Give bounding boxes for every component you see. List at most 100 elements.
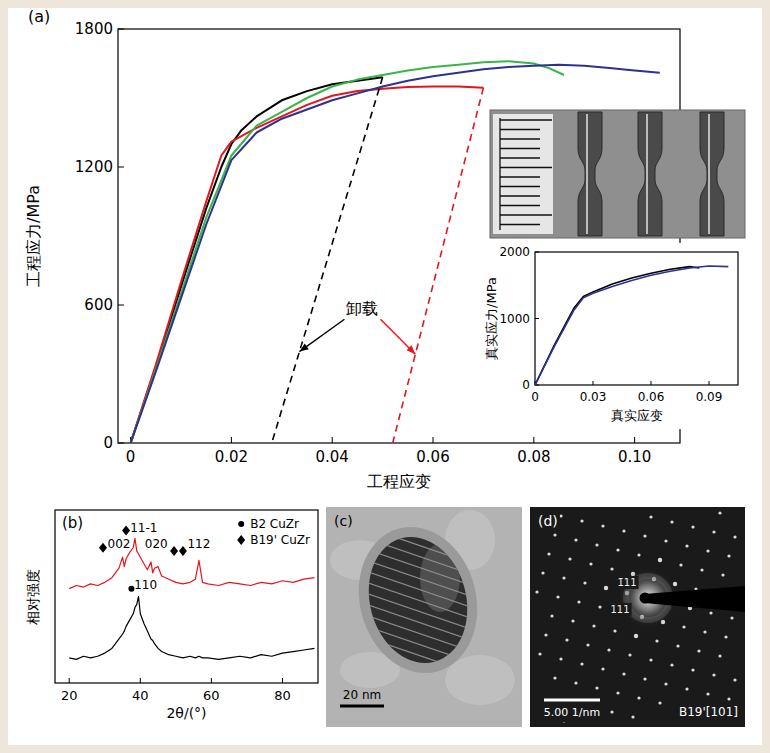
diffraction-spot (598, 605, 601, 608)
y-axis-title: 工程应力/MPa (24, 185, 43, 287)
diffraction-spot (706, 549, 709, 552)
x-tick (140, 678, 141, 683)
diffraction-spot (553, 533, 556, 536)
specimen-highlight (646, 114, 648, 234)
x-tick (282, 678, 283, 683)
twin-stripe (348, 642, 488, 690)
y-tick (535, 252, 539, 253)
ruler-tick (500, 138, 540, 139)
y-tick-label: 1800 (75, 20, 113, 38)
series-line (535, 266, 728, 385)
diffraction-spot (556, 595, 559, 598)
x-tick-label: 80 (274, 688, 291, 703)
x-tick-label: 0.06 (638, 390, 665, 404)
ruler-tick (500, 176, 540, 177)
ruler-tick (500, 129, 540, 130)
data (69, 525, 314, 659)
ruler-tick (500, 195, 540, 196)
diffraction-spot (718, 654, 721, 657)
diffraction-spot (586, 643, 589, 646)
x-tick (231, 437, 232, 443)
diffraction-spot (676, 644, 679, 647)
diffraction-spot (697, 649, 700, 652)
ruler-tick (500, 186, 540, 187)
ruler (493, 114, 553, 234)
diffraction-spot (733, 678, 736, 681)
x-tick-label: 0.03 (580, 390, 607, 404)
x-tick (69, 678, 70, 683)
x-tick-label: 0 (126, 448, 136, 466)
diffraction-spot (559, 657, 562, 660)
diffraction-spot (601, 667, 604, 670)
x-tick (211, 678, 212, 683)
x-tick-label: 0.10 (618, 448, 651, 466)
chart: 204060802θ/(°)相对强度(b)00211-1020112110B2 … (25, 510, 318, 721)
twin-stripe (348, 576, 488, 624)
beam-stopper (644, 586, 745, 612)
diffraction-spot (634, 634, 638, 638)
twin-stripe (348, 565, 488, 613)
diffraction-spot (595, 543, 598, 546)
scale-patch (538, 694, 608, 722)
texture (445, 655, 515, 705)
diffraction-spot (727, 697, 730, 700)
annotation: 110 (134, 578, 157, 592)
spot-label: 1̄11 (617, 577, 636, 588)
diffraction-spot (706, 692, 709, 695)
twin-stripe (348, 598, 488, 646)
marker (170, 546, 178, 556)
diffraction-spot (553, 676, 556, 679)
y-tick (118, 305, 124, 306)
diffraction-spot (700, 568, 703, 571)
diffraction-spot (691, 668, 694, 671)
diffraction-spot (574, 681, 577, 684)
page-frame (0, 0, 770, 753)
beam-stopper-tip (640, 593, 651, 604)
scale-bar-label: 20 nm (343, 688, 381, 702)
zone-axis-label: B19'[101] (679, 705, 738, 719)
diffraction-spot (631, 715, 634, 718)
x-tick-label: 60 (203, 688, 220, 703)
diffraction-spot (670, 520, 673, 523)
y-tick (118, 29, 124, 30)
x-tick (651, 381, 652, 385)
x-tick (533, 437, 534, 443)
diffraction-spot (658, 701, 661, 704)
annotation: 112 (187, 537, 210, 551)
annotation: 020 (145, 537, 168, 551)
diffraction-spot (637, 696, 640, 699)
diffraction-spot (658, 558, 662, 562)
diffraction-spot (550, 614, 553, 617)
diffraction-spot (622, 672, 625, 675)
diffraction-spot (637, 553, 640, 556)
diffraction-spot (616, 691, 619, 694)
series-line (131, 87, 484, 444)
diffraction-spot (712, 530, 715, 533)
diffraction-spot (580, 662, 583, 665)
x-tick (593, 381, 594, 385)
x-tick-label: 20 (61, 688, 78, 703)
text-patch (615, 576, 638, 589)
diffraction-spot (601, 524, 604, 527)
y-axis-title: 真实应力/MPa (484, 277, 499, 360)
ruler-edge (499, 118, 500, 230)
marker (122, 525, 130, 535)
chart: 00.030.060.09010002000真实应变真实应力/MPa (482, 243, 744, 429)
x-tick (332, 437, 333, 443)
y-tick-label: 0 (522, 378, 530, 392)
legend-label: B2 CuZr (250, 517, 299, 531)
particle-rim (343, 514, 493, 687)
y-axis-title: 相对强度 (25, 569, 41, 625)
inset-photo (490, 110, 745, 238)
diffraction-spot (592, 624, 595, 627)
annotation: 002 (108, 537, 131, 551)
diffraction-spot (535, 590, 538, 593)
ruler-tick (500, 205, 540, 206)
diffraction-spot (682, 625, 685, 628)
diffraction-spot (679, 563, 682, 566)
diffraction-spot (616, 548, 619, 551)
diffraction-spot (562, 576, 565, 579)
x-tick-label: 0.04 (316, 448, 349, 466)
diffraction-spot (613, 629, 616, 632)
text-patch (542, 705, 602, 720)
